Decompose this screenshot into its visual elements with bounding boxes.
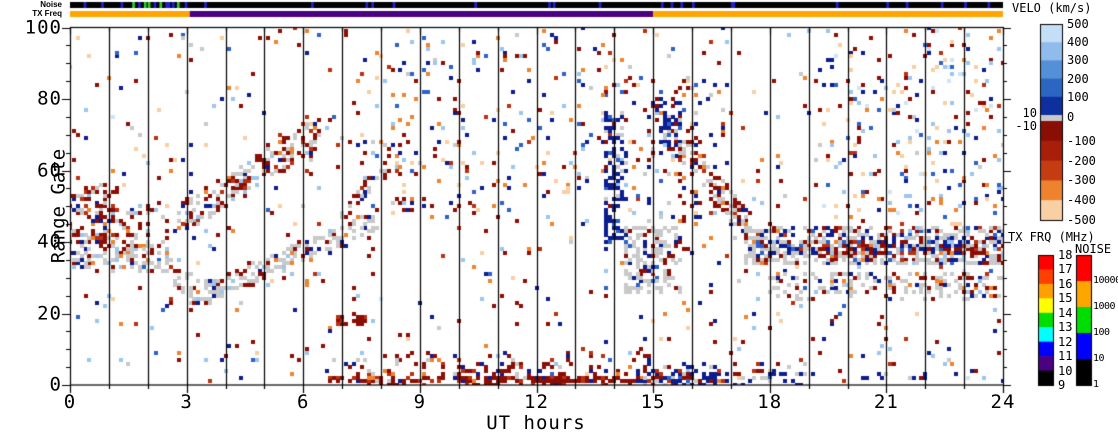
noise-scale-label: 10 (1093, 353, 1105, 364)
x-tick-label: 12 (524, 391, 549, 413)
noise-colorbar-title: NOISE (1075, 242, 1112, 256)
velo-scale-label: -500 (1067, 213, 1096, 227)
txfrq-scale-label: 18 (1058, 248, 1073, 262)
txfrq-scale-label: 15 (1058, 291, 1073, 306)
velo-scale-label: -400 (1067, 193, 1096, 208)
noise-strip-label: Noise (40, 0, 62, 9)
noise-scale-label: 1 (1093, 379, 1099, 390)
txfrq-scale-label: 14 (1058, 305, 1073, 320)
txfrq-colorbar-title: TX FRQ (MHz) (1008, 230, 1095, 244)
velo-scale-label: -100 (1067, 133, 1096, 148)
velo-threshold-label: 10 (1022, 106, 1037, 120)
noise-scale-label: 10000 (1093, 275, 1118, 286)
y-tick-label: 100 (24, 16, 62, 38)
noise-scale-label: 100 (1093, 327, 1110, 338)
txfrq-scale-label: 9 (1058, 378, 1066, 392)
x-axis-title: UT hours (486, 412, 586, 434)
txfrq-scale-label: 17 (1058, 262, 1073, 277)
x-tick-label: 24 (990, 391, 1016, 413)
velo-scale-label: 0 (1067, 110, 1075, 124)
velo-scale-label: 400 (1067, 35, 1089, 50)
y-tick-label: 80 (37, 87, 62, 110)
x-tick-label: 3 (180, 391, 193, 413)
y-tick-label: 40 (37, 230, 62, 253)
txfrq-scale-label: 10 (1058, 363, 1073, 378)
y-tick-label: 60 (37, 159, 62, 181)
velo-scale-label: 100 (1067, 89, 1089, 104)
velo-scale-label: -200 (1067, 153, 1096, 168)
txfrq-scale-label: 12 (1058, 334, 1073, 349)
x-tick-label: 6 (297, 391, 310, 413)
x-tick-label: 0 (63, 391, 77, 413)
y-tick-label: 0 (49, 373, 62, 396)
x-tick-label: 15 (640, 391, 666, 413)
txfreq-strip-label: TX Freq (32, 9, 62, 18)
velo-scale-label: 300 (1067, 53, 1089, 68)
velo-scale-label: 500 (1067, 17, 1089, 31)
txfrq-scale-label: 11 (1058, 349, 1073, 364)
velo-threshold-label: -10 (1015, 119, 1037, 133)
txfrq-scale-label: 16 (1058, 276, 1073, 291)
x-tick-label: 18 (757, 391, 783, 413)
velo-scale-label: -300 (1067, 173, 1096, 188)
velo-scale-label: 200 (1067, 71, 1089, 86)
velo-colorbar-title: VELO (km/s) (1012, 1, 1092, 15)
x-tick-label: 21 (873, 391, 899, 413)
y-tick-label: 20 (37, 302, 62, 324)
noise-scale-label: 1000 (1093, 301, 1116, 312)
x-tick-label: 9 (413, 391, 427, 413)
txfrq-scale-label: 13 (1058, 320, 1073, 335)
